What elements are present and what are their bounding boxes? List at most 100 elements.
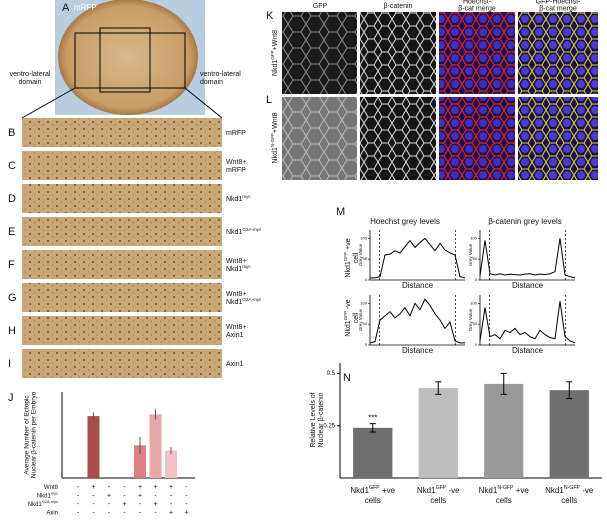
condition-sign: - — [123, 509, 126, 516]
trace — [370, 237, 466, 279]
label-part: β-catenin — [384, 3, 413, 10]
condition-sign: + — [138, 484, 142, 491]
y-tick-label: 100 — [360, 300, 367, 305]
condition-label-line: Wnt8 — [44, 485, 59, 491]
strip-label: Wnt8+mRFP — [226, 159, 246, 174]
column-header: GFP — [313, 3, 328, 10]
kl-images — [282, 12, 598, 180]
label-part: Axin — [46, 510, 58, 516]
label-part: myc — [242, 194, 251, 199]
row-label-line: cell — [353, 252, 360, 263]
panel-a-image — [21, 0, 223, 119]
x-axis-label: Distance — [512, 281, 544, 290]
x-axis-label: Distance — [402, 346, 434, 355]
label-part: -ve — [580, 486, 594, 495]
strip-label-line: Axin1 — [226, 361, 244, 368]
label-part: G2A-myc — [242, 297, 262, 302]
y-axis-label-line: Average Number of Ectopic — [23, 395, 30, 475]
condition-sign: - — [170, 492, 173, 499]
label-part: myc — [242, 264, 251, 269]
label-part: Wnt8+ — [226, 258, 246, 265]
label-part: ventro-lateral — [10, 71, 51, 78]
label-part: -ve — [345, 299, 352, 311]
strip-image — [22, 151, 222, 180]
panel-letter: G — [8, 292, 17, 304]
column-header: β-catenin — [384, 3, 413, 10]
panel-letter: M — [336, 206, 345, 218]
condition-sign: - — [108, 501, 111, 508]
condition-sign: - — [154, 492, 157, 499]
strip-label: mRFP — [226, 130, 246, 137]
label-part: ventro-lateral — [200, 71, 241, 78]
row-label: Nkd1N-GFP+Wnt8 — [270, 112, 279, 163]
column-header-line: β-catenin — [384, 3, 413, 10]
bar — [134, 445, 146, 478]
label-part: -ve — [446, 486, 460, 495]
condition-sign: - — [92, 492, 95, 499]
label-part: N-GFP — [564, 485, 581, 491]
label-part: cell — [353, 252, 360, 263]
condition-sign: - — [77, 501, 80, 508]
strip-image — [22, 283, 222, 312]
y-tick-label: 0.25 — [323, 423, 335, 429]
strip-image — [22, 118, 222, 147]
condition-sign: + — [91, 484, 95, 491]
column-header-line: β-cat merge — [539, 5, 577, 12]
strip-image — [22, 349, 222, 378]
condition-sign: - — [170, 501, 173, 508]
condition-sign: - — [154, 509, 157, 516]
bar — [484, 383, 524, 478]
label-part: Nkd1 — [345, 261, 352, 277]
strip-label-line: Wnt8+ — [226, 159, 246, 166]
label-part: Nkd1 — [226, 266, 242, 273]
y-tick-label: 0.5 — [327, 371, 336, 377]
panel-letter: K — [266, 10, 274, 22]
x-axis-label: Distance — [402, 281, 434, 290]
domain-label-line: ventro-lateral — [200, 71, 241, 78]
label-part: GFP — [313, 3, 328, 10]
label-part: cells — [365, 496, 381, 505]
label-part: Nkd1 — [272, 60, 279, 76]
x-tick-label-line: Nkd1N-GFP -ve — [545, 485, 594, 495]
label-part: Nuclear β-catenin — [318, 392, 325, 447]
strip-label-line: Nkd1myc — [226, 264, 251, 273]
condition-sign: + — [122, 501, 126, 508]
label-part: mRFP — [226, 167, 246, 174]
label-part: GFP — [343, 311, 348, 320]
y-axis-label: Grey Value — [468, 243, 473, 266]
panel-letter: B — [8, 127, 15, 139]
bar — [418, 388, 458, 478]
x-tick-label-line: cells — [365, 496, 381, 505]
strip-images — [22, 118, 222, 378]
strip-label: Axin1 — [226, 361, 244, 368]
strip-label: Wnt8+Nkd1G2A-myc — [226, 291, 262, 306]
y-axis-label: Grey Value — [468, 308, 473, 331]
condition-label: Wnt8 — [44, 485, 59, 491]
strip-label-line: mRFP — [226, 130, 246, 137]
label-part: +Wnt8 — [272, 30, 279, 51]
x-tick-label-line: cells — [430, 496, 446, 505]
condition-sign: - — [139, 509, 142, 516]
strip-image — [22, 250, 222, 279]
strip-label-line: Wnt8+ — [226, 324, 246, 331]
strip-label-line: mRFP — [226, 167, 246, 174]
label-part: N-GFP — [497, 485, 514, 491]
y-tick-label: 50 — [363, 321, 368, 326]
label-part: domain — [200, 79, 223, 86]
panel-letter: E — [8, 226, 15, 238]
label-part: Relative Levels of — [310, 392, 317, 447]
label-part: Nkd1 — [226, 196, 242, 203]
y-tick-label: 100 — [470, 300, 477, 305]
column-title: Hoechst grey levels — [370, 217, 440, 226]
row-label-line: Nkd1GFP+Wnt8 — [270, 30, 279, 76]
condition-sign: + — [153, 484, 157, 491]
strip-label-line: Nkd1G2A-myc — [226, 297, 262, 306]
condition-label-line: Nkd1myc — [37, 490, 58, 499]
condition-sign: - — [123, 484, 126, 491]
label-part: Hoechst- — [463, 0, 492, 5]
y-tick-label: 0 — [475, 277, 478, 282]
